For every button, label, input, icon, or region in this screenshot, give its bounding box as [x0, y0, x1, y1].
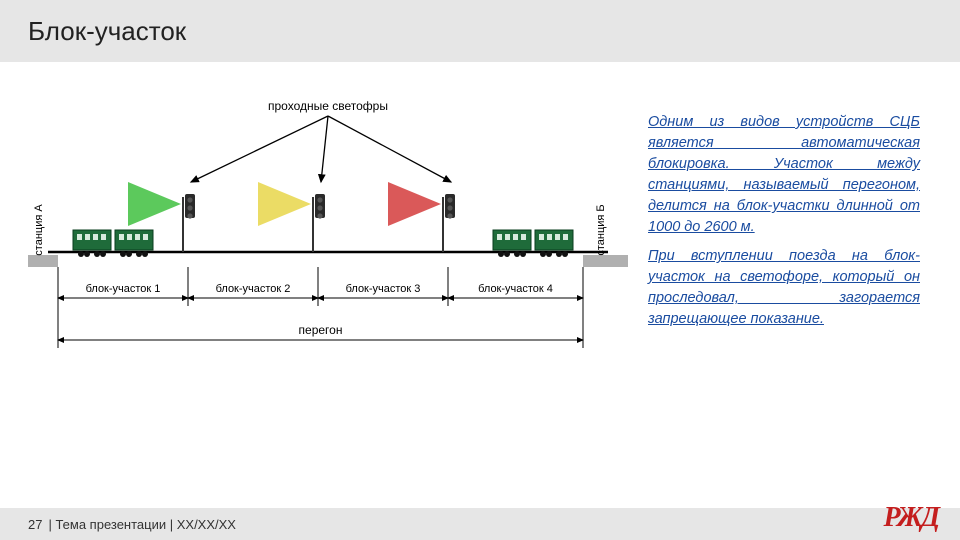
- page-number: 27: [28, 517, 42, 532]
- rzd-logo: РЖД: [884, 502, 938, 534]
- svg-text:станция А: станция А: [33, 204, 45, 256]
- footer-text: | Тема презентации | XX/XX/XX: [48, 517, 236, 532]
- svg-text:проходные светофры: проходные светофры: [268, 99, 388, 113]
- block-section-diagram: проходные светофры станция А станция Б блок…: [28, 82, 628, 402]
- svg-text:блок-участок 1: блок-участок 1: [86, 283, 161, 295]
- svg-text:блок-участок 2: блок-участок 2: [216, 283, 291, 295]
- footer-bar: 27 | Тема презентации | XX/XX/XX: [0, 508, 960, 540]
- svg-text:перегон: перегон: [299, 323, 343, 337]
- page-title: Блок-участок: [28, 16, 186, 47]
- svg-text:блок-участок 4: блок-участок 4: [478, 283, 553, 295]
- svg-text:блок-участок 3: блок-участок 3: [346, 283, 421, 295]
- title-bar: Блок-участок: [0, 0, 960, 62]
- diagram-column: проходные светофры станция А станция Б блок…: [28, 82, 648, 407]
- svg-text:станция Б: станция Б: [595, 204, 607, 255]
- paragraph-2: При вступлении поезда на блок-участок на…: [648, 246, 920, 330]
- paragraph-1: Одним из видов устройств СЦБ является ав…: [648, 112, 920, 238]
- content-area: проходные светофры станция А станция Б блок…: [0, 62, 960, 407]
- text-column: Одним из видов устройств СЦБ является ав…: [648, 82, 938, 407]
